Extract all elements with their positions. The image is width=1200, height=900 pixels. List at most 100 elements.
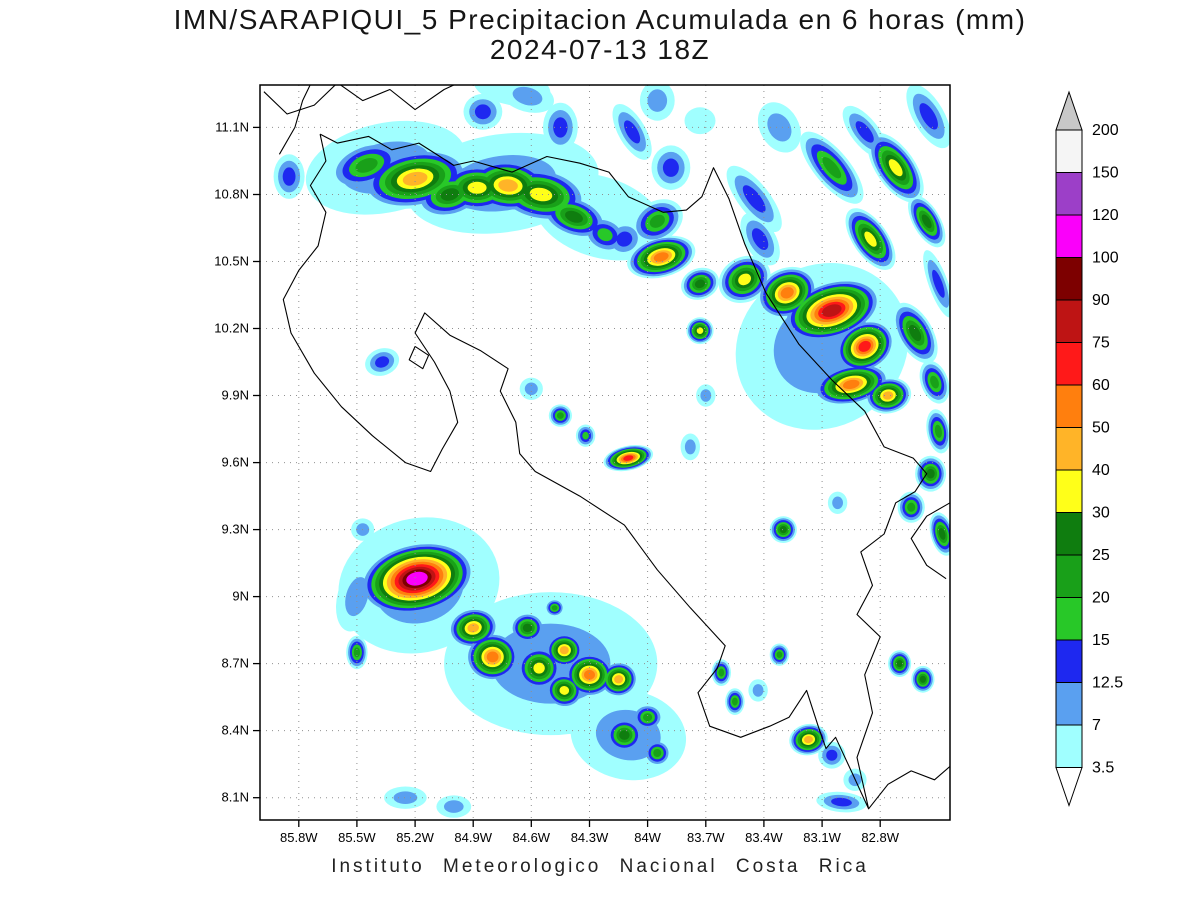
lat-tick-label: 8.7N <box>222 656 249 671</box>
colorbar-segment <box>1055 682 1083 726</box>
precip-blob <box>776 651 783 658</box>
precip-blob <box>684 107 716 135</box>
precip-blob <box>780 287 794 299</box>
colorbar-segment <box>1055 342 1083 386</box>
colorbar-label: 20 <box>1092 590 1110 607</box>
colorbar-segment <box>1055 469 1083 513</box>
precip-blob <box>832 496 843 510</box>
precip-blob <box>822 304 842 317</box>
colorbar-arrow-under <box>1055 767 1083 808</box>
precip-blob <box>559 685 570 695</box>
precip-blob <box>522 623 533 633</box>
colorbar-segment <box>1055 214 1083 258</box>
colorbar-label: 90 <box>1092 292 1110 309</box>
colorbar-label: 15 <box>1092 632 1110 649</box>
precip-blob <box>882 391 894 400</box>
precip-blob <box>751 228 769 250</box>
precip-blob <box>559 646 569 655</box>
chart-subtitle: 2024-07-13 18Z <box>489 34 711 65</box>
lat-tick-label: 8.4N <box>222 723 249 738</box>
precip-blob <box>467 181 487 194</box>
lon-tick-label: 83.1W <box>803 830 841 845</box>
colorbar-segment <box>1055 384 1083 428</box>
precip-blob <box>831 797 852 807</box>
lon-tick-label: 84.9W <box>454 830 492 845</box>
precip-blob <box>653 749 662 757</box>
precip-blob <box>930 375 939 389</box>
precip-blob <box>647 89 668 112</box>
colorbar-segment <box>1055 257 1083 301</box>
colorbar-segment <box>1055 299 1083 343</box>
precip-blob <box>524 382 538 396</box>
precip-blob <box>597 228 613 242</box>
colorbar-segment <box>1055 172 1083 216</box>
colorbar-label: 120 <box>1092 207 1119 224</box>
precip-blob <box>909 324 922 342</box>
colorbar-segment <box>1055 427 1083 471</box>
lon-tick-label: 82.8W <box>861 830 899 845</box>
coastline-path <box>278 85 311 155</box>
precip-blob <box>533 662 545 674</box>
colorbar-label: 60 <box>1092 377 1110 394</box>
precip-blob <box>474 104 491 120</box>
colorbar-label: 50 <box>1092 420 1110 437</box>
axes: 11.1N 10.8N 10.5N 10.2N 9.9N 9.6N 9.3N 9N 8.7N 8.… <box>214 119 899 845</box>
precip-blob <box>375 356 390 368</box>
lat-tick-label: 9N <box>232 589 249 604</box>
lat-tick-label: 9.6N <box>222 455 249 470</box>
precip-blob <box>584 669 595 680</box>
precip-blob <box>353 647 361 658</box>
precip-blob <box>624 120 641 144</box>
colorbar-segment <box>1055 129 1083 173</box>
precip-blob <box>700 389 712 402</box>
precip-blob <box>926 468 935 479</box>
lon-tick-label: 83.7W <box>687 830 725 845</box>
precip-blob <box>402 171 428 186</box>
precip-blob <box>855 121 874 143</box>
lat-tick-label: 10.2N <box>214 321 249 336</box>
precip-blob <box>662 158 679 177</box>
precip-blob <box>696 327 704 335</box>
colorbar-label: 75 <box>1092 335 1110 352</box>
coastline-path <box>910 502 950 580</box>
colorbar-segment <box>1055 554 1083 598</box>
precip-blob <box>653 252 669 262</box>
precip-blob <box>643 713 653 722</box>
colorbar-label: 3.5 <box>1092 760 1114 777</box>
lon-tick-label: 84.3W <box>571 830 609 845</box>
lat-tick-label: 11.1N <box>215 119 249 134</box>
colorbar-arrow-over <box>1055 90 1083 131</box>
precip-blob <box>623 455 634 461</box>
precip-blob <box>919 103 938 130</box>
lat-tick-label: 8.1N <box>222 790 249 805</box>
precip-blob <box>444 800 464 813</box>
lat-tick-label: 10.5N <box>214 254 249 269</box>
colorbar-segment <box>1055 512 1083 556</box>
precip-blob <box>619 730 630 740</box>
precip-blob <box>486 651 499 663</box>
precip-blob <box>551 605 558 611</box>
footer-text: Instituto Meteorologico Nacional Costa R… <box>331 856 869 877</box>
colorbar-label: 7 <box>1092 717 1101 734</box>
coastline-path <box>263 85 456 115</box>
grid-lines <box>260 85 950 820</box>
precip-field <box>273 85 950 818</box>
colorbar-segment <box>1055 724 1083 768</box>
coastline-path <box>868 765 950 810</box>
colorbar-label: 100 <box>1092 250 1119 267</box>
colorbar-label: 200 <box>1092 122 1119 139</box>
lon-tick-label: 83.4W <box>745 830 783 845</box>
precip-blob <box>732 697 738 706</box>
lon-tick-label: 84W <box>634 830 661 845</box>
colorbar-segment <box>1055 597 1083 641</box>
precip-blob <box>529 187 553 202</box>
lon-tick-label: 85.2W <box>396 830 434 845</box>
coastline-path <box>282 133 928 810</box>
precip-blob <box>896 660 903 668</box>
precip-blob <box>512 86 543 106</box>
precip-blob <box>616 231 633 247</box>
precip-blob <box>767 113 792 142</box>
colorbar-label: 25 <box>1092 547 1110 564</box>
precip-blob <box>355 158 378 173</box>
colorbar: 200 150 120 100 90 75 60 50 40 30 25 20 15 12.5 7 3.5 <box>1055 90 1123 808</box>
